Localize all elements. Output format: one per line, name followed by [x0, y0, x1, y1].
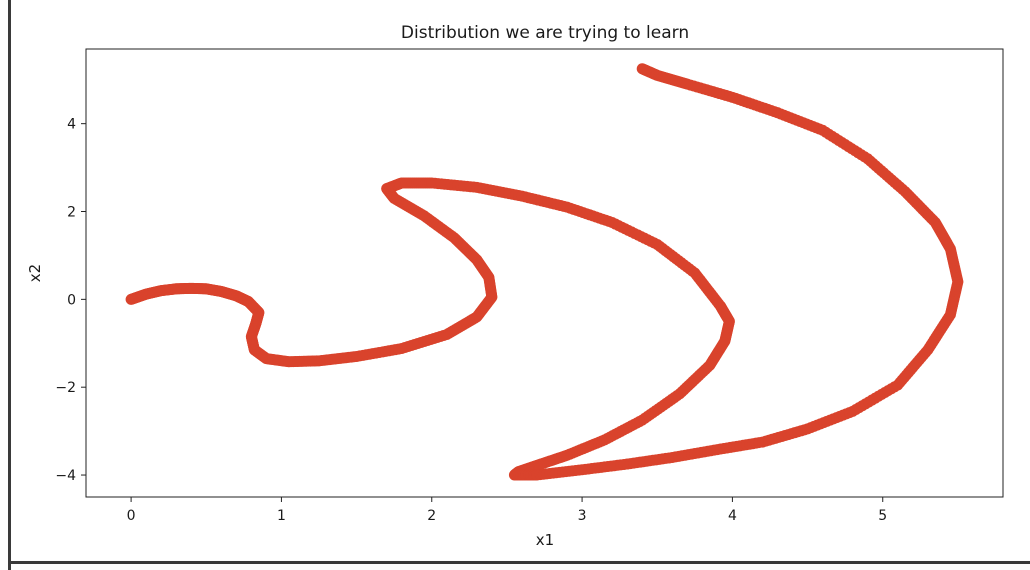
y-tick-label: −4: [55, 468, 76, 484]
x-tick-label: 1: [277, 508, 286, 524]
x-axis-ticks: 0 1 2 3 4 5: [127, 497, 887, 524]
frame-bottom-border: [8, 561, 1030, 564]
data-point: [636, 63, 648, 75]
y-tick-label: 0: [67, 292, 76, 308]
y-axis-label: x2: [26, 264, 44, 282]
x-tick-label: 5: [878, 508, 887, 524]
x-axis-label: x1: [536, 531, 554, 549]
x-tick-label: 0: [127, 508, 136, 524]
x-tick-label: 4: [728, 508, 737, 524]
x-tick-label: 2: [427, 508, 436, 524]
y-axis-ticks: −4 −2 0 2 4: [55, 117, 86, 484]
y-tick-label: 2: [67, 205, 76, 221]
data-points: [125, 63, 964, 481]
chart-title: Distribution we are trying to learn: [401, 23, 689, 43]
y-tick-label: −2: [55, 380, 76, 396]
plot-area: [85, 48, 1004, 498]
x-tick-label: 3: [578, 508, 587, 524]
y-tick-label: 4: [67, 117, 76, 133]
frame-left-border: [8, 0, 11, 570]
